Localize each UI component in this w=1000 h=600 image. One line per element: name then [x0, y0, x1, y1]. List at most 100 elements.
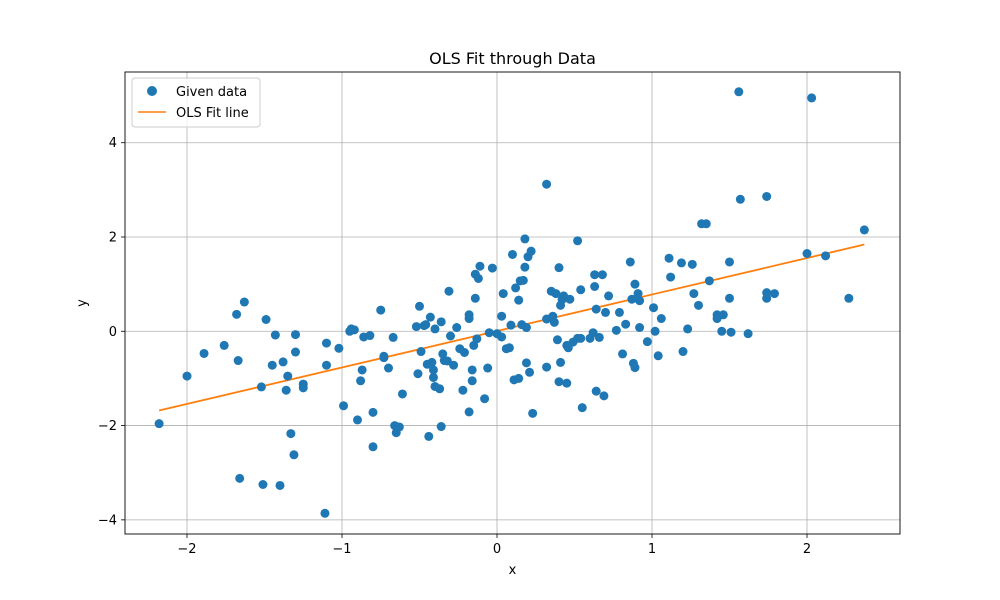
- data-point: [472, 334, 482, 344]
- data-point: [807, 93, 817, 103]
- data-point: [604, 291, 614, 301]
- data-point: [573, 236, 583, 246]
- x-tick-label: −1: [332, 542, 351, 557]
- data-points: [154, 87, 869, 518]
- data-point: [650, 326, 660, 336]
- data-point: [511, 283, 521, 293]
- data-point: [384, 363, 393, 373]
- data-point: [467, 376, 477, 386]
- data-point: [415, 301, 424, 311]
- data-point: [427, 357, 437, 367]
- data-point: [497, 332, 507, 342]
- data-point: [802, 249, 812, 258]
- data-point: [508, 249, 517, 259]
- y-tick-label: −4: [98, 513, 117, 528]
- data-point: [487, 263, 497, 273]
- legend: Given data OLS Fit line: [131, 77, 261, 128]
- data-point: [627, 294, 637, 304]
- x-axis-ticks: −2 −1 0 1 2: [177, 534, 811, 557]
- data-point: [475, 261, 485, 271]
- y-tick-label: 2: [109, 231, 117, 246]
- data-point: [594, 332, 604, 342]
- data-point: [459, 348, 469, 357]
- data-point: [552, 335, 562, 345]
- x-tick-label: −2: [177, 542, 196, 557]
- data-point: [498, 289, 508, 299]
- data-point: [154, 419, 164, 429]
- data-point: [859, 225, 869, 235]
- data-point: [514, 373, 524, 383]
- data-point: [591, 386, 601, 396]
- data-point: [653, 351, 663, 361]
- data-point: [320, 508, 330, 518]
- data-point: [368, 442, 378, 452]
- data-point: [256, 382, 266, 392]
- data-point: [554, 377, 564, 387]
- data-point: [526, 246, 536, 256]
- data-point: [452, 323, 462, 333]
- data-point: [421, 320, 431, 330]
- data-point: [542, 179, 552, 189]
- data-point: [286, 429, 296, 439]
- data-point: [446, 331, 455, 341]
- data-point: [233, 356, 243, 366]
- data-point: [687, 259, 697, 269]
- data-point: [436, 422, 446, 432]
- data-point: [718, 310, 728, 320]
- data-point: [219, 340, 229, 350]
- x-tick-label: 1: [648, 542, 656, 557]
- data-point: [520, 234, 530, 244]
- data-point: [597, 270, 607, 280]
- data-point: [232, 309, 242, 319]
- data-point: [844, 293, 854, 303]
- data-point: [630, 279, 640, 289]
- data-point: [725, 257, 734, 267]
- data-point: [368, 407, 378, 417]
- data-point: [689, 289, 699, 299]
- data-point: [504, 343, 514, 353]
- data-point: [464, 407, 474, 417]
- data-point: [199, 348, 209, 358]
- legend-label-ols-fit-line: OLS Fit line: [176, 106, 249, 121]
- data-point: [588, 328, 598, 338]
- data-point: [528, 408, 538, 418]
- data-point: [349, 325, 359, 335]
- data-point: [666, 272, 676, 282]
- data-point: [458, 385, 468, 395]
- data-point: [590, 282, 600, 291]
- data-point: [769, 289, 779, 299]
- data-point: [762, 293, 772, 303]
- data-point: [649, 303, 659, 313]
- data-point: [590, 270, 600, 280]
- data-point: [278, 357, 288, 367]
- data-point: [635, 323, 645, 333]
- data-point: [735, 194, 745, 204]
- data-point: [525, 367, 535, 377]
- data-point: [356, 376, 366, 386]
- data-point: [551, 289, 561, 299]
- data-point: [576, 285, 586, 295]
- data-point: [291, 330, 300, 340]
- chart-title: OLS Fit through Data: [429, 49, 596, 68]
- data-point: [397, 389, 407, 399]
- legend-marker-given-data: [147, 86, 157, 96]
- data-point: [683, 324, 693, 334]
- data-point: [664, 253, 674, 263]
- y-tick-label: 0: [109, 325, 117, 340]
- data-point: [379, 353, 389, 363]
- data-point: [289, 450, 299, 460]
- y-axis-label: y: [75, 299, 90, 307]
- data-point: [554, 263, 564, 273]
- data-point: [725, 293, 734, 303]
- data-point: [621, 319, 631, 329]
- data-point: [678, 347, 688, 357]
- data-point: [365, 331, 375, 341]
- data-point: [480, 394, 490, 404]
- data-point: [633, 289, 643, 299]
- data-point: [339, 401, 349, 411]
- data-point: [601, 307, 610, 317]
- data-point: [625, 257, 635, 267]
- data-point: [322, 338, 331, 348]
- data-point: [275, 480, 285, 490]
- data-point: [577, 403, 587, 413]
